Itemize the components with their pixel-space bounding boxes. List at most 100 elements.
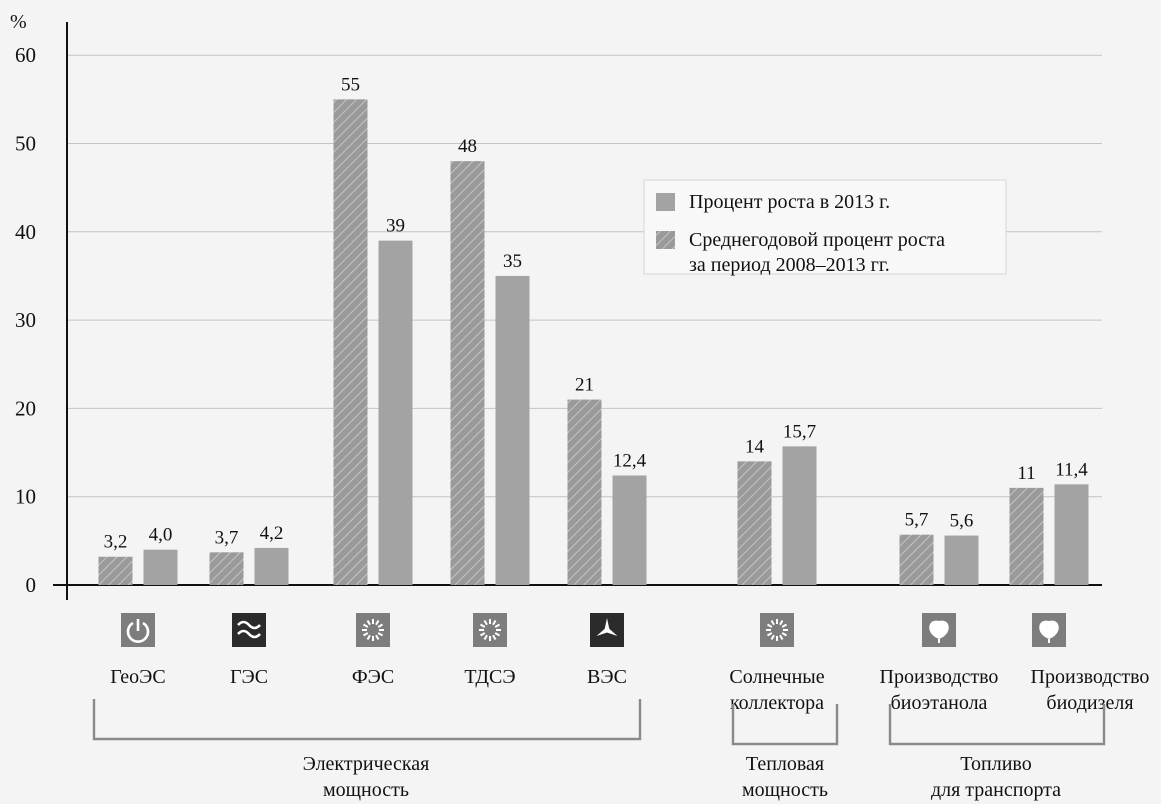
bar-value-label: 4,2	[260, 523, 284, 544]
icon-arc	[126, 621, 150, 643]
bar-value-label: 11,4	[1055, 459, 1088, 480]
bar-growth-2013-1	[254, 547, 289, 585]
icon-ray	[483, 619, 488, 626]
icon-wave	[237, 629, 261, 639]
icon-ray	[492, 619, 497, 626]
icon-blade	[604, 618, 610, 630]
category-label-7: биодизеля	[1046, 692, 1133, 714]
sun-icon-5	[760, 613, 794, 647]
bar-growth-2013-3	[495, 275, 530, 585]
icon-ray	[375, 634, 380, 641]
gridlines	[67, 54, 1102, 498]
bar-value-label: 4,0	[149, 525, 173, 546]
labels: 3,2 4,0 3,7 4,2 55 39 48 35 21 12,4 14 15,7 5,7 5,6 11…	[92, 74, 1150, 801]
category-label-1: ГЭС	[230, 666, 268, 688]
legend-label: Среднегодовой процент роста	[689, 229, 945, 251]
legend-swatch	[656, 193, 675, 211]
icon-ray	[494, 623, 501, 628]
legend-swatch	[656, 231, 675, 249]
icon-ray	[770, 619, 775, 626]
bar-value-label: 14	[745, 436, 765, 457]
group-bracket-1	[731, 704, 839, 746]
group-label-2: Топливо	[960, 753, 1031, 775]
icon-leaf-shape	[1039, 620, 1059, 639]
category-label-7: Производство	[1031, 666, 1150, 688]
bar-value-label: 12,4	[613, 451, 647, 472]
bar-value-label: 39	[386, 216, 405, 237]
y-axis-unit: %	[10, 11, 27, 33]
bar-value-label: 11	[1017, 463, 1035, 484]
icon-ray	[766, 632, 773, 637]
bar-growth-2013-0	[143, 549, 178, 585]
group-label-1: Тепловая	[746, 753, 824, 775]
category-icons	[121, 613, 1066, 647]
category-label-5: Солнечные	[729, 666, 824, 688]
legend-box	[643, 179, 1007, 275]
sun-icon-2	[356, 613, 390, 647]
bar-growth-2013-6	[944, 535, 979, 585]
bar-value-label: 3,7	[215, 527, 239, 548]
icon-ray	[366, 619, 371, 626]
icon-ray	[479, 623, 486, 628]
bar-average-growth-3	[450, 161, 485, 585]
bar-value-label: 5,7	[905, 510, 929, 531]
group-label-0: мощность	[323, 779, 409, 801]
water-waves-icon-1	[232, 613, 266, 647]
group-label-2: для транспорта	[931, 779, 1061, 801]
icon-ray	[377, 623, 384, 628]
bar-value-label: 35	[503, 251, 522, 272]
group-label-1: мощность	[742, 779, 828, 801]
category-label-6: биоэтанола	[891, 692, 988, 714]
y-tick-label: 50	[15, 132, 36, 156]
icon-ray	[781, 632, 788, 637]
bar-value-label: 5,6	[950, 511, 974, 532]
geothermal-icon-0	[121, 613, 155, 647]
bar-value-label: 3,2	[104, 532, 128, 553]
bar-value-label: 21	[575, 375, 594, 396]
icon-background	[760, 613, 794, 647]
icon-ray	[492, 634, 497, 641]
icon-ray	[377, 632, 384, 637]
icon-ray	[770, 634, 775, 641]
category-label-4: ВЭС	[587, 666, 627, 688]
wind-turbine-icon-4	[590, 613, 624, 647]
y-axis: 0 10 20 30 40 50 60%	[10, 11, 1102, 600]
group-label-0: Электрическая	[303, 753, 430, 775]
icon-leaf-shape	[929, 620, 949, 639]
group-bracket-2	[888, 704, 1106, 746]
icon-background	[473, 613, 507, 647]
bar-growth-2013-4	[612, 475, 647, 585]
category-label-3: ТДСЭ	[464, 666, 515, 688]
icon-ray	[366, 634, 371, 641]
y-tick-label: 30	[15, 308, 36, 332]
bar-average-growth-7	[1009, 487, 1044, 585]
category-label-5: коллектора	[730, 692, 824, 714]
icon-ray	[479, 632, 486, 637]
category-label-6: Производство	[880, 666, 999, 688]
y-tick-label: 10	[15, 485, 36, 509]
icon-ray	[779, 619, 784, 626]
icon-blade	[596, 627, 609, 636]
leaf-icon-7	[1032, 613, 1066, 647]
bar-average-growth-1	[209, 552, 244, 585]
icon-ray	[494, 632, 501, 637]
y-tick-label: 0	[26, 573, 37, 597]
leaf-icon-6	[922, 613, 956, 647]
icon-ray	[779, 634, 784, 641]
bar-value-label: 48	[458, 136, 477, 157]
category-label-0: ГеоЭС	[110, 666, 165, 688]
legend: Процент роста в 2013 г. Среднегодовой про…	[643, 179, 1007, 276]
y-tick-label: 20	[15, 396, 36, 420]
icon-ray	[781, 623, 788, 628]
legend-label: Процент роста в 2013 г.	[689, 191, 890, 213]
bar-growth-2013-7	[1054, 484, 1089, 585]
bar-growth-2013-2	[378, 240, 413, 585]
icon-background	[232, 613, 266, 647]
icon-ray	[362, 623, 369, 628]
icon-ray	[375, 619, 380, 626]
y-tick-label: 60	[15, 43, 36, 67]
bars	[98, 99, 1089, 585]
group-bracket-0	[92, 699, 642, 741]
bar-average-growth-2	[333, 99, 368, 585]
icon-ray	[362, 632, 369, 637]
